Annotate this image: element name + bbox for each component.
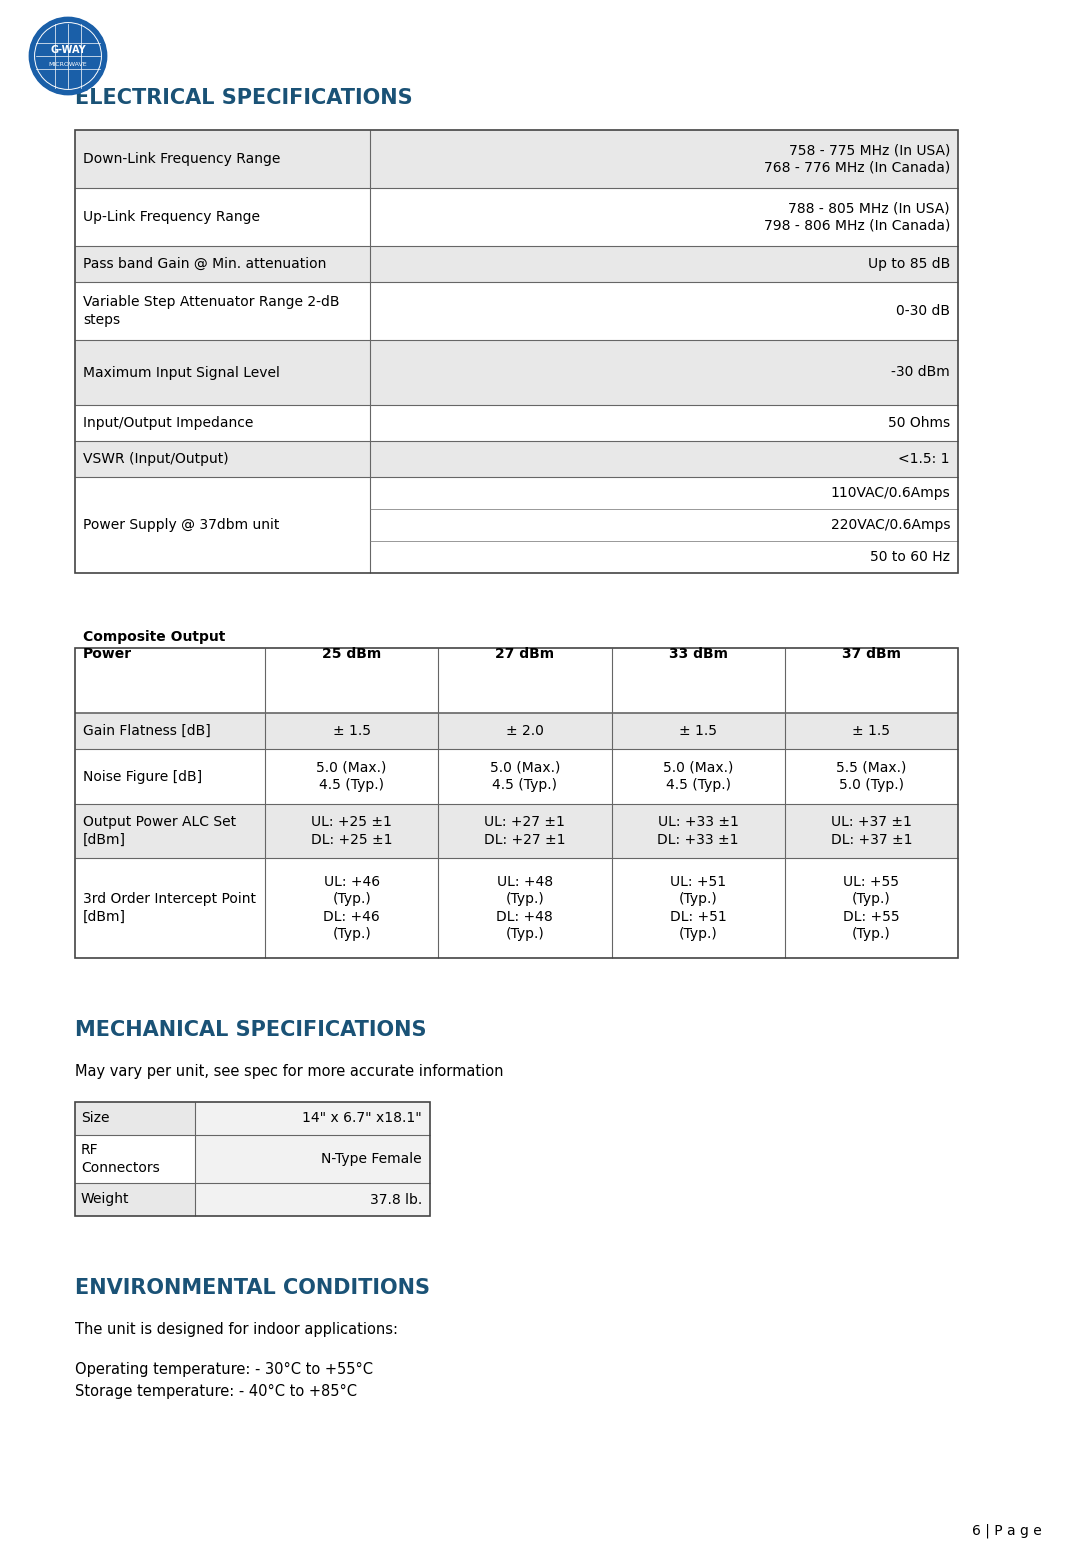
- Bar: [75, 187, 370, 246]
- Bar: [75, 130, 958, 573]
- Bar: [195, 1102, 430, 1135]
- Bar: [75, 649, 958, 714]
- Text: 5.5 (Max.)
5.0 (Typ.): 5.5 (Max.) 5.0 (Typ.): [836, 762, 907, 793]
- Text: G-WAY: G-WAY: [50, 45, 86, 56]
- Text: UL: +37 ±1
DL: +37 ±1: UL: +37 ±1 DL: +37 ±1: [831, 816, 912, 847]
- Text: VSWR (Input/Output): VSWR (Input/Output): [83, 452, 228, 466]
- Text: 110VAC/0.6Amps: 110VAC/0.6Amps: [830, 486, 950, 500]
- Text: UL: +33 ±1
DL: +33 ±1: UL: +33 ±1 DL: +33 ±1: [657, 816, 739, 847]
- Text: Output Power ALC Set
[dBm]: Output Power ALC Set [dBm]: [83, 816, 236, 847]
- Text: Gain Flatness [dB]: Gain Flatness [dB]: [83, 724, 211, 738]
- Text: UL: +51
(Typ.)
DL: +51
(Typ.): UL: +51 (Typ.) DL: +51 (Typ.): [670, 875, 727, 941]
- Text: 14" x 6.7" x18.1": 14" x 6.7" x18.1": [302, 1111, 422, 1125]
- Bar: [75, 1102, 195, 1135]
- Text: ± 1.5: ± 1.5: [852, 724, 891, 738]
- Text: May vary per unit, see spec for more accurate information: May vary per unit, see spec for more acc…: [75, 1063, 504, 1079]
- Bar: [370, 341, 958, 406]
- Text: 25 dBm: 25 dBm: [322, 647, 382, 661]
- Bar: [75, 406, 370, 441]
- Text: ENVIRONMENTAL CONDITIONS: ENVIRONMENTAL CONDITIONS: [75, 1279, 430, 1299]
- Text: ± 1.5: ± 1.5: [332, 724, 371, 738]
- Text: 50 Ohms: 50 Ohms: [888, 416, 950, 430]
- Text: Noise Figure [dB]: Noise Figure [dB]: [83, 769, 203, 783]
- Text: ± 1.5: ± 1.5: [680, 724, 717, 738]
- Text: Down-Link Frequency Range: Down-Link Frequency Range: [83, 152, 281, 166]
- Text: 37.8 lb.: 37.8 lb.: [370, 1192, 422, 1206]
- Text: Pass band Gain @ Min. attenuation: Pass band Gain @ Min. attenuation: [83, 257, 326, 271]
- Text: RF
Connectors: RF Connectors: [81, 1142, 160, 1175]
- Text: Size: Size: [81, 1111, 109, 1125]
- Text: Storage temperature: - 40°C to +85°C: Storage temperature: - 40°C to +85°C: [75, 1384, 357, 1399]
- Bar: [370, 246, 958, 282]
- Text: 5.0 (Max.)
4.5 (Typ.): 5.0 (Max.) 4.5 (Typ.): [490, 762, 560, 793]
- Text: ELECTRICAL SPECIFICATIONS: ELECTRICAL SPECIFICATIONS: [75, 88, 413, 108]
- Text: 5.0 (Max.)
4.5 (Typ.): 5.0 (Max.) 4.5 (Typ.): [662, 762, 733, 793]
- Text: Input/Output Impedance: Input/Output Impedance: [83, 416, 253, 430]
- Bar: [75, 477, 370, 573]
- Bar: [370, 477, 958, 573]
- Text: Maximum Input Signal Level: Maximum Input Signal Level: [83, 365, 280, 379]
- Text: 0-30 dB: 0-30 dB: [896, 303, 950, 317]
- Bar: [75, 341, 370, 406]
- Bar: [370, 406, 958, 441]
- Bar: [370, 187, 958, 246]
- Text: 220VAC/0.6Amps: 220VAC/0.6Amps: [831, 519, 950, 533]
- Text: 37 dBm: 37 dBm: [842, 647, 900, 661]
- Text: UL: +55
(Typ.)
DL: +55
(Typ.): UL: +55 (Typ.) DL: +55 (Typ.): [843, 875, 899, 941]
- Text: UL: +27 ±1
DL: +27 ±1: UL: +27 ±1 DL: +27 ±1: [485, 816, 566, 847]
- Bar: [75, 441, 370, 477]
- Text: UL: +48
(Typ.)
DL: +48
(Typ.): UL: +48 (Typ.) DL: +48 (Typ.): [496, 875, 553, 941]
- Text: 50 to 60 Hz: 50 to 60 Hz: [870, 550, 950, 563]
- Bar: [195, 1135, 430, 1183]
- Bar: [75, 1183, 195, 1217]
- Bar: [75, 714, 958, 749]
- Text: Weight: Weight: [81, 1192, 130, 1206]
- Bar: [75, 803, 958, 858]
- Text: The unit is designed for indoor applications:: The unit is designed for indoor applicat…: [75, 1322, 398, 1337]
- Text: 27 dBm: 27 dBm: [495, 647, 554, 661]
- Text: Variable Step Attenuator Range 2-dB
steps: Variable Step Attenuator Range 2-dB step…: [83, 296, 340, 327]
- Text: MECHANICAL SPECIFICATIONS: MECHANICAL SPECIFICATIONS: [75, 1020, 427, 1040]
- Bar: [370, 441, 958, 477]
- Bar: [370, 282, 958, 341]
- Bar: [75, 858, 958, 958]
- Bar: [75, 1102, 430, 1217]
- Text: 33 dBm: 33 dBm: [669, 647, 728, 661]
- Text: Up-Link Frequency Range: Up-Link Frequency Range: [83, 211, 260, 224]
- Text: 758 - 775 MHz (In USA): 758 - 775 MHz (In USA): [789, 144, 950, 158]
- Text: Operating temperature: - 30°C to +55°C: Operating temperature: - 30°C to +55°C: [75, 1362, 373, 1378]
- Bar: [75, 246, 370, 282]
- Text: 798 - 806 MHz (In Canada): 798 - 806 MHz (In Canada): [763, 218, 950, 232]
- Text: 6 | P a g e: 6 | P a g e: [972, 1523, 1042, 1539]
- Circle shape: [30, 19, 106, 94]
- Bar: [75, 130, 370, 187]
- Text: Up to 85 dB: Up to 85 dB: [867, 257, 950, 271]
- Text: 5.0 (Max.)
4.5 (Typ.): 5.0 (Max.) 4.5 (Typ.): [316, 762, 387, 793]
- Bar: [370, 130, 958, 187]
- Text: 768 - 776 MHz (In Canada): 768 - 776 MHz (In Canada): [763, 161, 950, 175]
- Text: -30 dBm: -30 dBm: [891, 365, 950, 379]
- Text: N-Type Female: N-Type Female: [322, 1152, 422, 1166]
- Bar: [75, 749, 958, 803]
- Bar: [75, 1135, 195, 1183]
- Text: UL: +25 ±1
DL: +25 ±1: UL: +25 ±1 DL: +25 ±1: [311, 816, 392, 847]
- Text: 788 - 805 MHz (In USA): 788 - 805 MHz (In USA): [788, 201, 950, 215]
- Bar: [75, 282, 370, 341]
- Text: Power Supply @ 37dbm unit: Power Supply @ 37dbm unit: [83, 519, 280, 533]
- Text: ± 2.0: ± 2.0: [506, 724, 544, 738]
- Text: Composite Output
Power: Composite Output Power: [83, 630, 225, 661]
- Text: <1.5: 1: <1.5: 1: [898, 452, 950, 466]
- Bar: [75, 649, 958, 958]
- Text: UL: +46
(Typ.)
DL: +46
(Typ.): UL: +46 (Typ.) DL: +46 (Typ.): [324, 875, 379, 941]
- Text: MICROWAVE: MICROWAVE: [48, 62, 87, 68]
- Bar: [195, 1183, 430, 1217]
- Text: 3rd Order Intercept Point
[dBm]: 3rd Order Intercept Point [dBm]: [83, 892, 256, 924]
